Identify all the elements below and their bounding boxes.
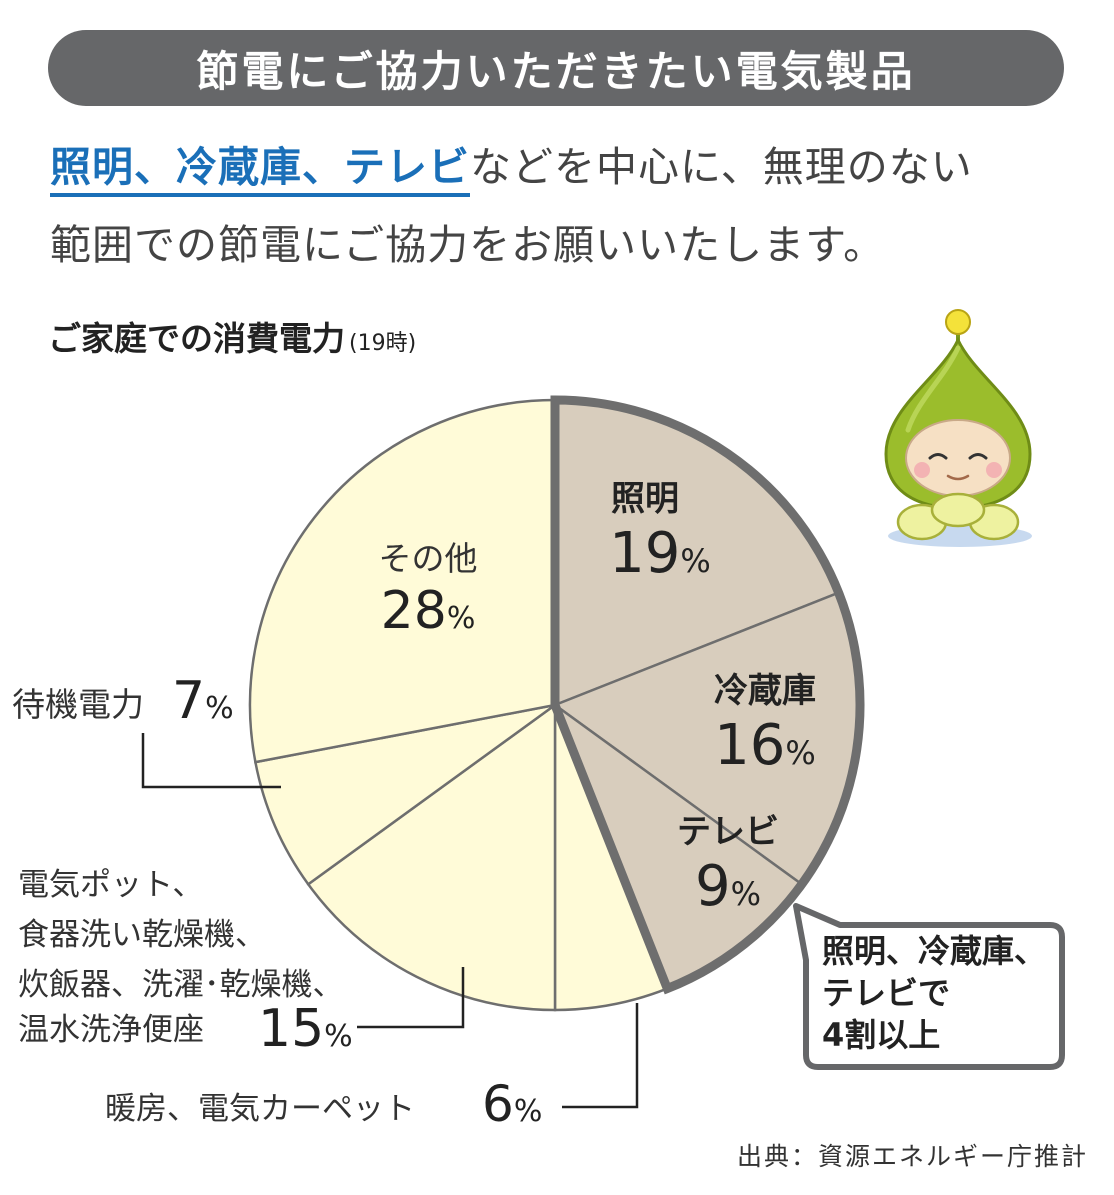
pie-slice-appliances [306, 702, 557, 1012]
callout-line3: 4割以上 [822, 1016, 940, 1054]
leader-heating [562, 1003, 639, 1109]
callout-line2: テレビで [822, 974, 950, 1012]
intro-highlight: 照明、冷蔵庫、テレビ [50, 143, 470, 197]
label-appliances-line3: 炊飯器、洗濯･乾燥機、 [18, 967, 344, 1003]
title-banner: 節電にご協力いただきたい電気製品 [48, 30, 1064, 106]
callout-bubble [793, 903, 1065, 1070]
label-heating: 暖房、電気カーペット [105, 1091, 415, 1127]
callout-line1: 照明、冷蔵庫、 [822, 932, 1046, 970]
label-appliances-line1: 電気ポット、 [18, 867, 203, 903]
value-heating: 6% [482, 1075, 542, 1133]
intro-line-1: 照明、冷蔵庫、テレビなどを中心に、無理のない [50, 128, 1090, 206]
value-tv: 9% [695, 854, 761, 919]
label-fridge: 冷蔵庫 [714, 671, 816, 711]
label-appliances-line4: 温水洗浄便座 [18, 1012, 204, 1048]
value-fridge: 16% [714, 713, 816, 778]
label-tv: テレビ [677, 812, 779, 852]
leader-standby [141, 733, 281, 789]
intro-line1-rest: などを中心に、無理のない [470, 143, 973, 191]
value-lighting: 19% [609, 521, 711, 586]
label-appliances-line2: 食器洗い乾燥機、 [18, 917, 266, 953]
value-appliances: 15% [258, 999, 353, 1059]
label-lighting: 照明 [611, 479, 679, 519]
highlight-group-border [550, 395, 865, 995]
source-note: 出典：資源エネルギー庁推計 [736, 1142, 1088, 1171]
chart-title-main: ご家庭での消費電力 [48, 319, 345, 358]
value-standby: 7% [172, 671, 234, 731]
label-standby: 待機電力 [12, 685, 144, 724]
intro-text: 照明、冷蔵庫、テレビなどを中心に、無理のない 範囲での節電にご協力をお願いいたし… [50, 128, 1090, 284]
pie-slice-standby [253, 703, 556, 887]
chart-title-sub: (19時) [349, 331, 417, 356]
banner-title: 節電にご協力いただきたい電気製品 [196, 46, 916, 96]
leader-appliances [357, 967, 465, 1029]
pie-slice-other [248, 398, 557, 764]
chart-title: ご家庭での消費電力 (19時) [48, 312, 416, 360]
value-other: 28% [381, 581, 476, 641]
intro-line-2: 範囲での節電にご協力をお願いいたします。 [50, 221, 886, 269]
label-other: その他 [379, 539, 478, 578]
mascot-icon [884, 309, 1032, 547]
